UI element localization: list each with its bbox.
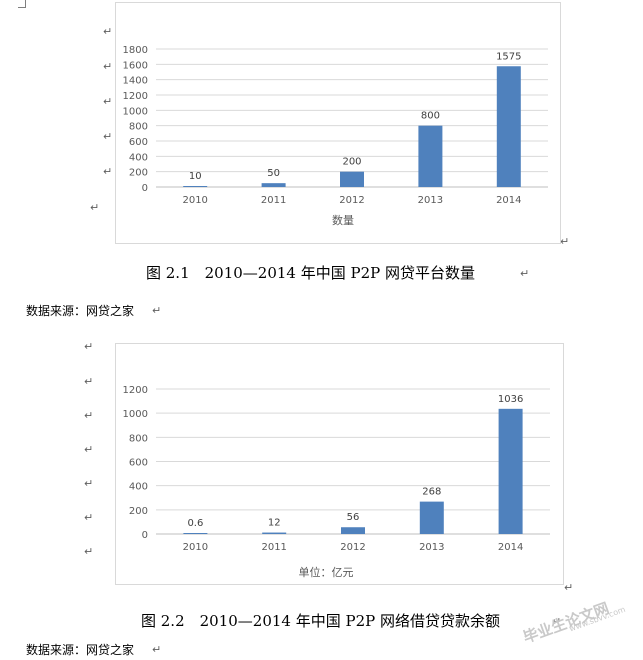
data-label: 12 xyxy=(268,518,281,529)
x-tick-label: 2014 xyxy=(498,542,523,553)
x-tick-label: 2012 xyxy=(339,195,364,206)
x-tick-label: 2012 xyxy=(340,542,365,553)
paragraph-mark: ↵ xyxy=(103,95,113,108)
paragraph-mark: ↵ xyxy=(564,581,574,594)
bar-2014 xyxy=(496,66,521,187)
paragraph-mark: ↵ xyxy=(84,511,94,524)
paragraph-mark: ↵ xyxy=(90,201,100,214)
y-tick-label: 600 xyxy=(129,458,148,469)
paragraph-mark: ↵ xyxy=(103,25,113,38)
crop-mark xyxy=(25,0,26,8)
data-label: 56 xyxy=(347,512,360,523)
bar-2013 xyxy=(419,501,444,534)
bar-2010 xyxy=(183,186,208,187)
bar-2011 xyxy=(262,532,287,534)
paragraph-mark: ↵ xyxy=(84,409,94,422)
x-axis-title: 数量 xyxy=(332,214,354,227)
paragraph-mark: ↵ xyxy=(103,165,113,178)
figure-1-caption: 图 2.1 2010—2014 年中国 P2P 网贷平台数量 xyxy=(146,264,476,282)
figure-2-caption: 图 2.2 2010—2014 年中国 P2P 网络借贷贷款余额 xyxy=(141,612,501,630)
y-tick-label: 200 xyxy=(129,506,148,517)
paragraph-mark: ↵ xyxy=(560,235,570,248)
x-tick-label: 2014 xyxy=(496,195,521,206)
paragraph-mark: ↵ xyxy=(84,340,94,353)
figure-1-source: 数据来源：网贷之家 xyxy=(26,304,135,318)
y-tick-label: 1600 xyxy=(123,60,148,71)
bar-2013 xyxy=(418,125,443,187)
data-label: 1036 xyxy=(498,394,523,405)
data-label: 268 xyxy=(422,487,441,498)
bar-2014 xyxy=(498,408,523,534)
data-label: 200 xyxy=(342,157,361,168)
y-tick-label: 0 xyxy=(142,530,148,541)
paragraph-mark: ↵ xyxy=(152,643,162,656)
chart-2: 0 200 400 600 800 1000 1200 0.6 2010 12 2011 56 2012… xyxy=(123,385,550,579)
paragraph-mark: ↵ xyxy=(520,267,530,280)
data-label: 800 xyxy=(421,111,440,122)
y-tick-label: 400 xyxy=(129,152,148,163)
y-tick-label: 1400 xyxy=(123,76,148,87)
y-tick-label: 1000 xyxy=(123,409,148,420)
y-tick-label: 1200 xyxy=(123,91,148,102)
paragraph-mark: ↵ xyxy=(103,60,113,73)
data-label: 0.6 xyxy=(187,518,203,529)
paragraph-mark: ↵ xyxy=(84,477,94,490)
bar-2010 xyxy=(183,533,208,534)
x-tick-label: 2011 xyxy=(261,542,286,553)
paragraph-mark: ↵ xyxy=(103,130,113,143)
data-label: 50 xyxy=(267,168,280,179)
bar-2012 xyxy=(340,171,364,187)
paragraph-mark: ↵ xyxy=(84,375,94,388)
crop-mark xyxy=(18,7,26,8)
y-tick-label: 800 xyxy=(129,433,148,444)
chart-1: 0 200 400 600 800 1000 1200 1400 1600 1800 10 2010 5… xyxy=(123,45,548,227)
y-tick-label: 1000 xyxy=(123,106,148,117)
paragraph-mark: ↵ xyxy=(552,615,562,628)
x-tick-label: 2010 xyxy=(183,542,208,553)
x-tick-label: 2013 xyxy=(418,195,443,206)
paragraph-mark: ↵ xyxy=(84,443,94,456)
paragraph-mark: ↵ xyxy=(84,545,94,558)
y-tick-label: 0 xyxy=(142,183,148,194)
x-tick-label: 2011 xyxy=(261,195,286,206)
y-tick-label: 1800 xyxy=(123,45,148,56)
chart-1-frame: 0 200 400 600 800 1000 1200 1400 1600 1800 10 2010 5… xyxy=(115,2,561,244)
x-tick-label: 2010 xyxy=(182,195,207,206)
bar-2011 xyxy=(261,183,286,187)
y-tick-label: 800 xyxy=(129,122,148,133)
y-tick-label: 600 xyxy=(129,137,148,148)
data-label: 1575 xyxy=(496,51,521,62)
y-tick-label: 400 xyxy=(129,482,148,493)
bar-2012 xyxy=(341,527,365,534)
paragraph-mark: ↵ xyxy=(152,304,162,317)
y-tick-label: 1200 xyxy=(123,385,148,396)
chart-2-frame: 0 200 400 600 800 1000 1200 0.6 2010 12 2011 56 2012… xyxy=(115,343,564,585)
x-tick-label: 2013 xyxy=(419,542,444,553)
data-label: 10 xyxy=(189,171,202,182)
x-axis-title: 单位：亿元 xyxy=(299,565,354,579)
y-tick-label: 200 xyxy=(129,168,148,179)
figure-2-source: 数据来源：网贷之家 xyxy=(26,643,135,657)
